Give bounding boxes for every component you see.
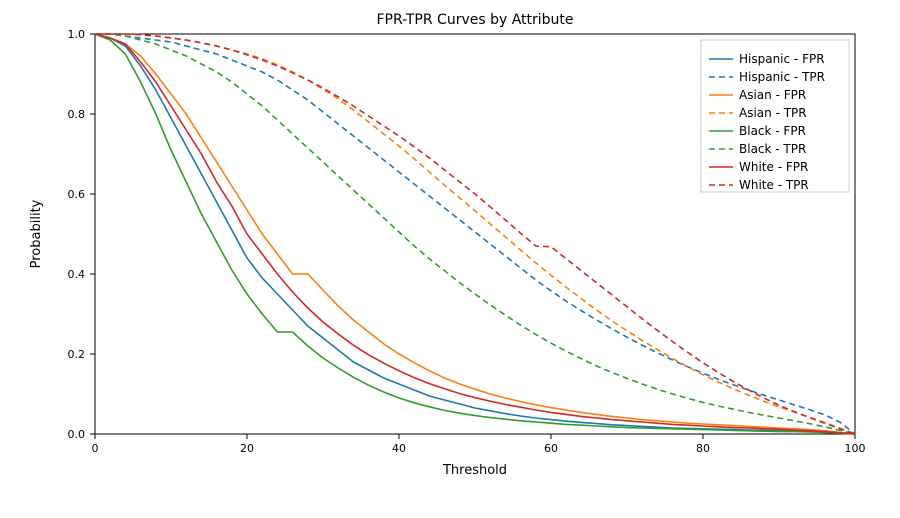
legend-label: White - FPR: [739, 160, 808, 174]
x-tick-label: 60: [544, 442, 558, 455]
legend: Hispanic - FPR Hispanic - TPR Asian - FPR A…: [701, 40, 849, 192]
legend-label: Hispanic - FPR: [739, 52, 825, 66]
y-tick-label: 0.6: [68, 188, 86, 201]
y-tick-label: 0.8: [68, 108, 86, 121]
y-axis-label: Probability: [29, 199, 44, 268]
chart-svg: 0 20 40 60 80 100 0.0 0.2 0.4 0.6 0.8 1.0 Threshold P…: [0, 0, 900, 518]
legend-label: Black - TPR: [739, 142, 806, 156]
y-tick-label: 0.4: [68, 268, 86, 281]
x-tick-label: 80: [696, 442, 710, 455]
chart-container: 0 20 40 60 80 100 0.0 0.2 0.4 0.6 0.8 1.0 Threshold P…: [0, 0, 900, 518]
x-tick-label: 40: [392, 442, 406, 455]
y-tick-label: 0.2: [68, 348, 86, 361]
legend-label: Hispanic - TPR: [739, 70, 825, 84]
y-tick-label: 0.0: [68, 428, 86, 441]
x-tick-label: 100: [845, 442, 866, 455]
legend-label: Asian - TPR: [739, 106, 807, 120]
legend-label: White - TPR: [739, 178, 809, 192]
legend-label: Black - FPR: [739, 124, 806, 138]
y-tick-label: 1.0: [68, 28, 86, 41]
x-axis-label: Threshold: [442, 463, 507, 478]
chart-title: FPR-TPR Curves by Attribute: [376, 12, 573, 28]
x-tick-label: 0: [92, 442, 99, 455]
legend-label: Asian - FPR: [739, 88, 806, 102]
x-tick-label: 20: [240, 442, 254, 455]
